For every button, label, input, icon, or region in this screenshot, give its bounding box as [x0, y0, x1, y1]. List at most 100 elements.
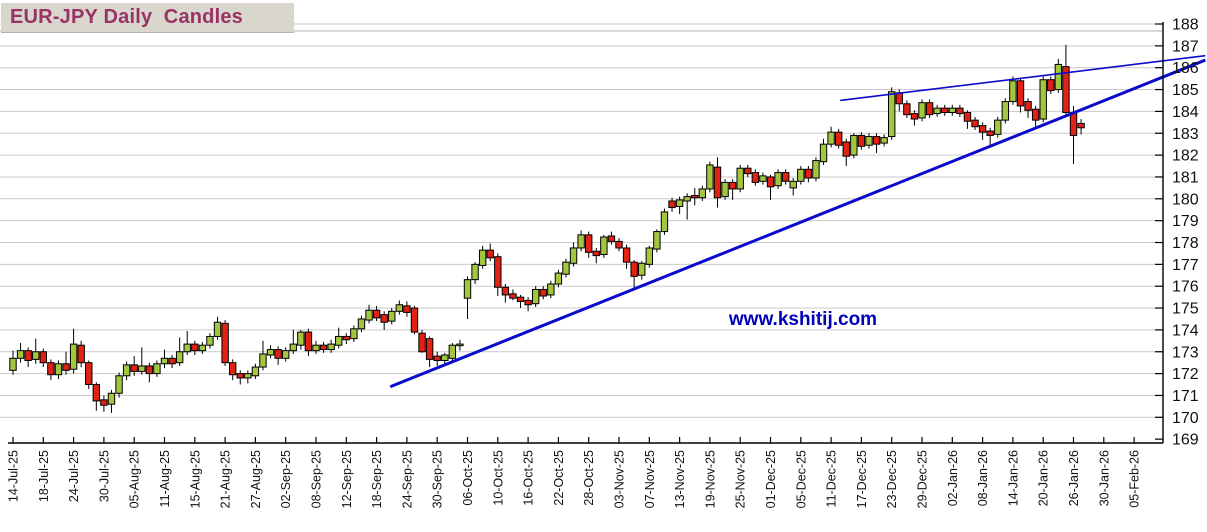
candle-body-up — [107, 392, 116, 405]
candle — [122, 361, 131, 381]
candle-body-down — [728, 181, 737, 190]
candle-body-up — [759, 175, 767, 182]
x-tick-label: 30-Sep-25 — [431, 450, 445, 508]
x-tick-label: 03-Nov-25 — [613, 450, 627, 508]
candle-body-down — [1047, 79, 1055, 92]
candle-body-down — [925, 102, 934, 116]
candle — [728, 179, 737, 200]
candle — [585, 231, 593, 258]
candle-body-up — [660, 211, 669, 233]
candle-body-up — [547, 283, 555, 296]
candle-body-up — [312, 344, 320, 352]
x-tick-label: 14-Jul-25 — [7, 450, 21, 502]
candle-body-up — [994, 119, 1002, 135]
candle — [463, 276, 472, 319]
candle-body-down — [956, 107, 964, 115]
candle-body-down — [1069, 111, 1078, 136]
x-tick-label: 18-Jul-25 — [37, 450, 51, 502]
candle-body-down — [372, 309, 381, 319]
candle — [691, 187, 699, 206]
candle — [941, 104, 949, 116]
candle-body-up — [819, 143, 828, 163]
candle-body-down — [539, 288, 547, 297]
candle — [1054, 58, 1063, 93]
candle — [335, 327, 343, 349]
candle-body-down — [304, 331, 313, 352]
x-tick-label: 02-Sep-25 — [279, 450, 293, 508]
y-tick-label: 171 — [1172, 388, 1199, 405]
candle-body-up — [645, 247, 653, 265]
candle-body-up — [198, 344, 207, 352]
candle-body-up — [789, 180, 797, 189]
candle-body-up — [577, 234, 585, 249]
candle-body-up — [865, 136, 873, 146]
candle-body-up — [471, 263, 479, 281]
candle-body-down — [857, 134, 866, 147]
candle — [978, 122, 987, 140]
candle — [592, 247, 600, 264]
x-tick-label: 29-Dec-25 — [916, 450, 930, 508]
candle — [516, 294, 525, 309]
candle-body-down — [592, 250, 600, 257]
candle-body-down — [895, 92, 903, 105]
candle — [986, 127, 994, 146]
candle-body-down — [744, 167, 752, 175]
y-tick-label: 169 — [1172, 432, 1199, 449]
y-tick-label: 180 — [1172, 191, 1199, 208]
candle — [1024, 98, 1032, 118]
candle-body-down — [418, 332, 426, 353]
candle — [774, 169, 782, 189]
candle — [630, 259, 638, 290]
candle-body-down — [963, 111, 972, 122]
candle-body-up — [32, 351, 40, 360]
candle-body-up — [456, 343, 464, 347]
candle — [1001, 98, 1010, 124]
candle-body-down — [751, 172, 760, 183]
candle — [683, 193, 691, 220]
candle-body-up — [683, 196, 691, 202]
candle — [494, 253, 502, 297]
candle — [100, 395, 108, 412]
candle-body-up — [9, 357, 17, 371]
candle-body-up — [531, 288, 540, 305]
x-tick-label: 17-Dec-25 — [855, 450, 869, 508]
candle — [903, 100, 911, 118]
candle-body-up — [183, 343, 191, 353]
candle — [1047, 76, 1055, 94]
candle-body-up — [213, 321, 222, 337]
candle-body-down — [274, 349, 282, 359]
candle — [24, 347, 32, 368]
candle-body-down — [978, 125, 987, 133]
candle-body-up — [282, 350, 290, 359]
candle — [221, 320, 229, 366]
y-tick-label: 172 — [1172, 366, 1199, 383]
candle-body-up — [1039, 79, 1047, 120]
candle — [956, 104, 964, 117]
candle — [16, 343, 25, 363]
candle — [327, 339, 335, 353]
candle — [259, 340, 267, 371]
x-tick-label: 01-Dec-25 — [764, 450, 778, 508]
y-tick-label: 177 — [1172, 257, 1199, 274]
candle — [274, 346, 282, 365]
y-tick-label: 182 — [1172, 148, 1199, 165]
candle — [198, 341, 207, 354]
candle — [54, 360, 63, 380]
candle — [1016, 77, 1025, 113]
candle — [865, 133, 873, 149]
y-tick-label: 185 — [1172, 82, 1199, 99]
candle — [92, 382, 101, 411]
candle — [448, 343, 457, 362]
candle — [410, 305, 419, 335]
x-tick-label: 12-Sep-25 — [340, 450, 354, 508]
candle-body-down — [585, 234, 593, 253]
x-tick-label: 20-Jan-26 — [1037, 450, 1051, 506]
candle — [289, 329, 297, 354]
candle — [789, 178, 797, 196]
candle — [577, 230, 585, 252]
candle-body-down — [319, 344, 328, 351]
candle — [395, 300, 404, 315]
candle — [1077, 119, 1085, 135]
support-trendline — [389, 58, 1206, 389]
